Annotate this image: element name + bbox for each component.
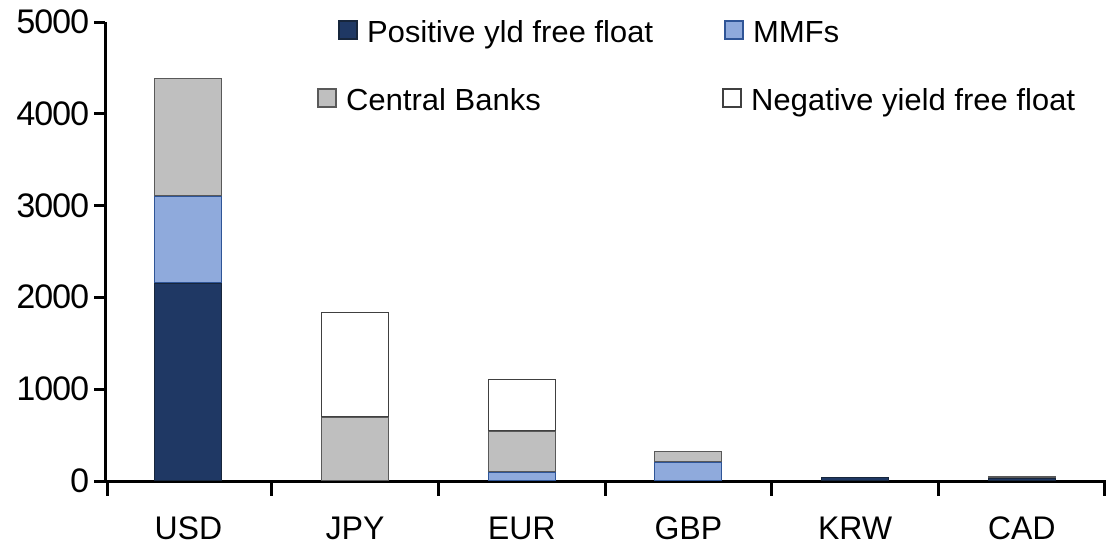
- x-axis-tick: [603, 481, 607, 496]
- y-tick-label: 3000: [16, 186, 89, 225]
- x-axis-spine: [99, 480, 1106, 483]
- y-tick-label: 5000: [16, 3, 89, 41]
- bar-segment: [154, 196, 223, 283]
- mmfs-swatch-icon: [724, 20, 744, 40]
- y-tick-label: 2000: [16, 278, 89, 317]
- bar-segment: [654, 461, 723, 481]
- x-axis-tick: [436, 481, 440, 496]
- bar-segment: [987, 477, 1056, 481]
- x-tick-label: GBP: [654, 510, 723, 546]
- x-tick-label: EUR: [487, 510, 556, 546]
- bar-segment: [154, 282, 223, 481]
- y-axis-tick: [94, 479, 105, 483]
- positive-yld-free-float-swatch-icon: [338, 20, 358, 40]
- central-banks-swatch-icon: [317, 88, 337, 108]
- x-axis-tick: [1102, 481, 1106, 496]
- bar-segment: [321, 416, 389, 481]
- x-tick-label: USD: [154, 510, 223, 546]
- x-axis-tick: [270, 481, 274, 496]
- legend-item: MMFs: [724, 15, 839, 48]
- y-tick-label: 0: [70, 462, 89, 500]
- y-axis-tick: [94, 387, 105, 391]
- y-tick-label: 1000: [16, 370, 89, 409]
- bar-segment: [654, 450, 723, 462]
- legend-item: Negative yield free float: [722, 83, 1075, 116]
- y-axis-tick: [94, 295, 105, 299]
- x-tick-label: JPY: [325, 510, 385, 546]
- negative-yield-free-float-swatch-icon: [722, 88, 742, 108]
- legend-label: Central Banks: [346, 82, 541, 117]
- legend-item: Central Banks: [317, 83, 541, 116]
- x-axis-tick: [770, 481, 774, 496]
- legend-label: Positive yld free float: [367, 14, 654, 49]
- bar-segment: [987, 475, 1056, 478]
- bar-segment: [487, 431, 556, 472]
- legend-label: MMFs: [753, 14, 840, 49]
- bar-segment: [487, 471, 556, 481]
- y-axis-tick: [94, 204, 105, 208]
- x-tick-label: CAD: [987, 510, 1056, 546]
- bar-segment: [821, 477, 889, 481]
- x-tick-label: KRW: [817, 510, 893, 546]
- bar-segment: [487, 379, 556, 432]
- x-axis-tick: [105, 481, 109, 496]
- bar-segment: [154, 78, 223, 197]
- bar-segment: [321, 312, 389, 417]
- y-axis-tick: [94, 20, 105, 24]
- y-axis-spine: [104, 22, 107, 483]
- y-tick-label: 4000: [16, 94, 89, 133]
- y-axis-tick: [94, 112, 105, 116]
- legend-label: Negative yield free float: [751, 82, 1075, 117]
- legend-item: Positive yld free float: [338, 15, 653, 48]
- x-axis-tick: [936, 481, 940, 496]
